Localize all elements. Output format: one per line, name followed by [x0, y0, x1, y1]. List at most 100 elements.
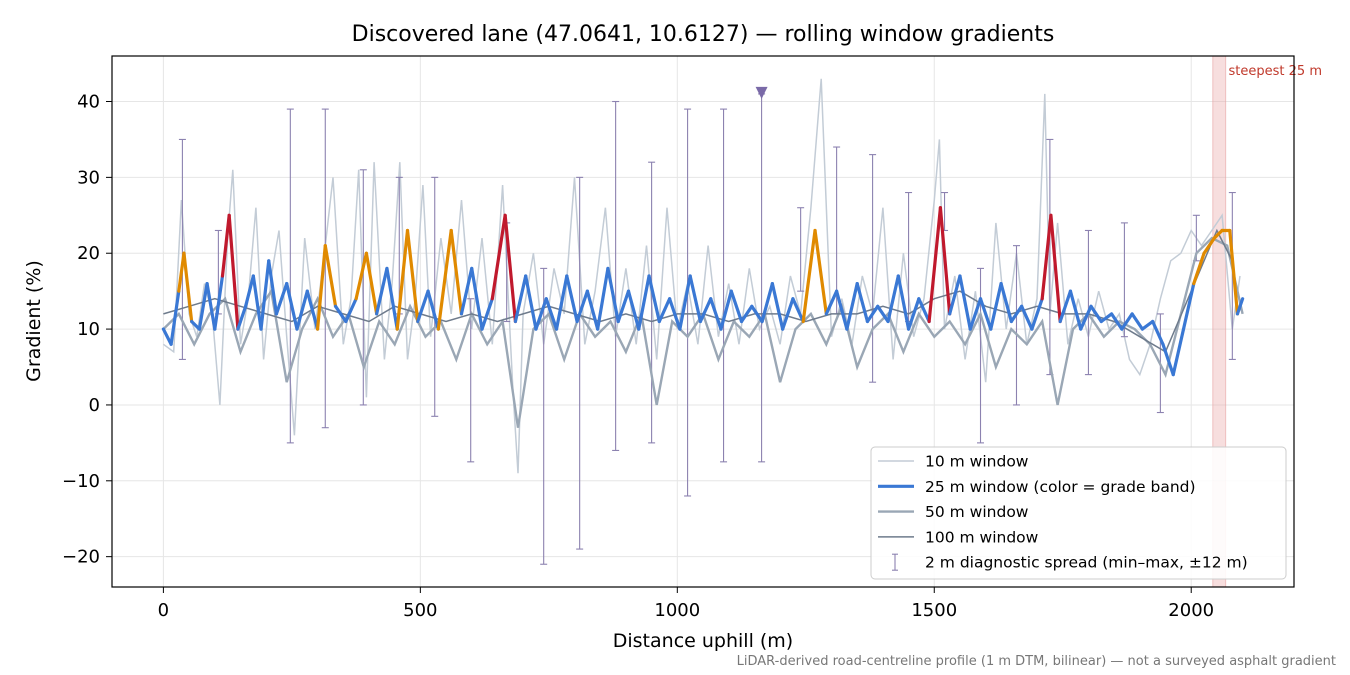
plot-area	[161, 78, 1245, 565]
series-25m-segment	[896, 274, 911, 331]
series-25m-segment	[1030, 297, 1044, 331]
series-25m-segment	[259, 259, 271, 331]
series-25m-segment	[1130, 312, 1144, 331]
series-25m-segment	[1109, 312, 1124, 331]
series-25m-segment	[244, 274, 255, 308]
series-25m-segment	[938, 206, 952, 316]
series-25m-segment	[333, 304, 348, 324]
series-25m-segment	[824, 289, 839, 316]
legend-label: 10 m window	[925, 453, 1029, 471]
series-25m-segment	[1171, 327, 1186, 377]
series-25m-segment	[534, 297, 548, 331]
y-tick-label: 30	[77, 167, 100, 188]
series-25m-segment	[1009, 304, 1024, 324]
y-axis-label: Gradient (%)	[23, 260, 45, 382]
series-25m-segment	[596, 266, 610, 331]
series-25m-segment	[801, 228, 817, 324]
series-25m-segment	[575, 289, 589, 324]
series-25m-segment	[227, 213, 240, 331]
series-25m-segment	[729, 289, 744, 324]
grid-lines	[112, 56, 1294, 587]
series-25m-segment	[865, 304, 880, 324]
y-tick-label: 20	[77, 243, 100, 264]
series-25m-segment	[760, 281, 774, 324]
series-25m-segment	[1079, 304, 1093, 331]
series-25m-segment	[855, 281, 870, 324]
series-25m-segment	[1020, 304, 1034, 331]
series-25m-segment	[876, 304, 890, 324]
series-25m-segment	[958, 274, 972, 331]
series-25m-segment	[436, 228, 453, 331]
legend-box	[870, 446, 1287, 580]
series-25m-segment	[197, 281, 209, 331]
series-25m-segment	[274, 281, 289, 316]
series-25m-segment	[989, 281, 1003, 331]
steepest-band-label: steepest 25 m	[1229, 64, 1322, 79]
series-25m-segment	[267, 259, 279, 316]
series-25m-segment	[999, 281, 1013, 324]
series-25m-segment	[1212, 228, 1224, 240]
series-25m-segment	[770, 281, 785, 331]
series-25m-segment	[554, 274, 569, 331]
series-25m-segment	[1049, 213, 1062, 324]
series-25m-segment	[169, 289, 181, 346]
series-25m-segment	[585, 289, 600, 331]
series-25m-segment	[213, 274, 225, 331]
footnote: LiDAR-derived road-centreline profile (1…	[737, 654, 1336, 669]
series-25m-segment	[927, 206, 943, 324]
series-25m-segment	[978, 297, 993, 331]
plot-frame	[111, 55, 1295, 588]
series-25m-segment	[251, 274, 263, 331]
x-axis-ticks: 0 500 1000 1500 2000	[158, 587, 1214, 621]
series-25m-segment	[1181, 281, 1196, 331]
series-25m-segment	[813, 228, 828, 316]
series-25m-segment	[503, 213, 518, 324]
chart-title: Discovered lane (47.0641, 10.6127) — rol…	[352, 22, 1055, 47]
series-25m-segment	[513, 274, 528, 324]
legend-label: 100 m window	[925, 528, 1039, 546]
series-25m-segment	[524, 274, 538, 331]
peak-marker	[755, 86, 768, 99]
series-25m-segment	[375, 266, 389, 316]
x-tick-label: 1000	[654, 600, 700, 621]
legend-label: 2 m diagnostic spread (min–max, ±12 m)	[925, 554, 1248, 572]
series-25m-segment	[405, 228, 420, 324]
series-25m-segment	[285, 281, 299, 331]
series-25m-segment	[1161, 342, 1175, 377]
series-25m-segment	[315, 244, 327, 331]
series-25m-segment	[565, 274, 579, 324]
y-tick-label: 10	[77, 319, 100, 340]
series-25m-segment	[364, 251, 379, 316]
series-25m-segment	[667, 297, 682, 331]
series-25m-segment	[161, 327, 173, 346]
series-25m-segment	[647, 274, 661, 324]
series-25m-segment	[688, 274, 703, 324]
series-25m-segment	[1068, 289, 1083, 331]
series-25m-segment	[385, 266, 399, 331]
series-10m-line	[162, 78, 1241, 474]
y-tick-label: 40	[77, 92, 100, 113]
y-tick-label: 0	[89, 395, 100, 416]
series-25m-segment	[182, 251, 194, 324]
series-25m-segment	[626, 289, 641, 331]
legend-label: 25 m window (color = grade band)	[925, 478, 1196, 496]
series-25m-segment	[948, 274, 962, 316]
series-25m-segment	[845, 281, 859, 331]
series-25m-segment	[835, 289, 849, 331]
series-25m-segment	[323, 244, 338, 308]
series-25m-segment	[1151, 319, 1165, 346]
series-25m-segment	[470, 266, 484, 331]
series-25m-segment	[416, 289, 430, 324]
series-25m-segment	[709, 297, 723, 331]
series-25m-segment	[1089, 304, 1103, 324]
series-25m-segment	[205, 281, 217, 331]
series-25m-segment	[637, 274, 651, 331]
x-tick-label: 0	[158, 600, 169, 621]
series-25m-segment	[657, 297, 672, 324]
legend-label: 50 m window	[925, 503, 1029, 521]
series-25m-segment	[886, 274, 900, 324]
y-axis-ticks: −20 −10 0 10 20 30 40	[62, 92, 112, 568]
x-tick-label: 2000	[1168, 600, 1214, 621]
series-25m-segment	[719, 289, 733, 331]
